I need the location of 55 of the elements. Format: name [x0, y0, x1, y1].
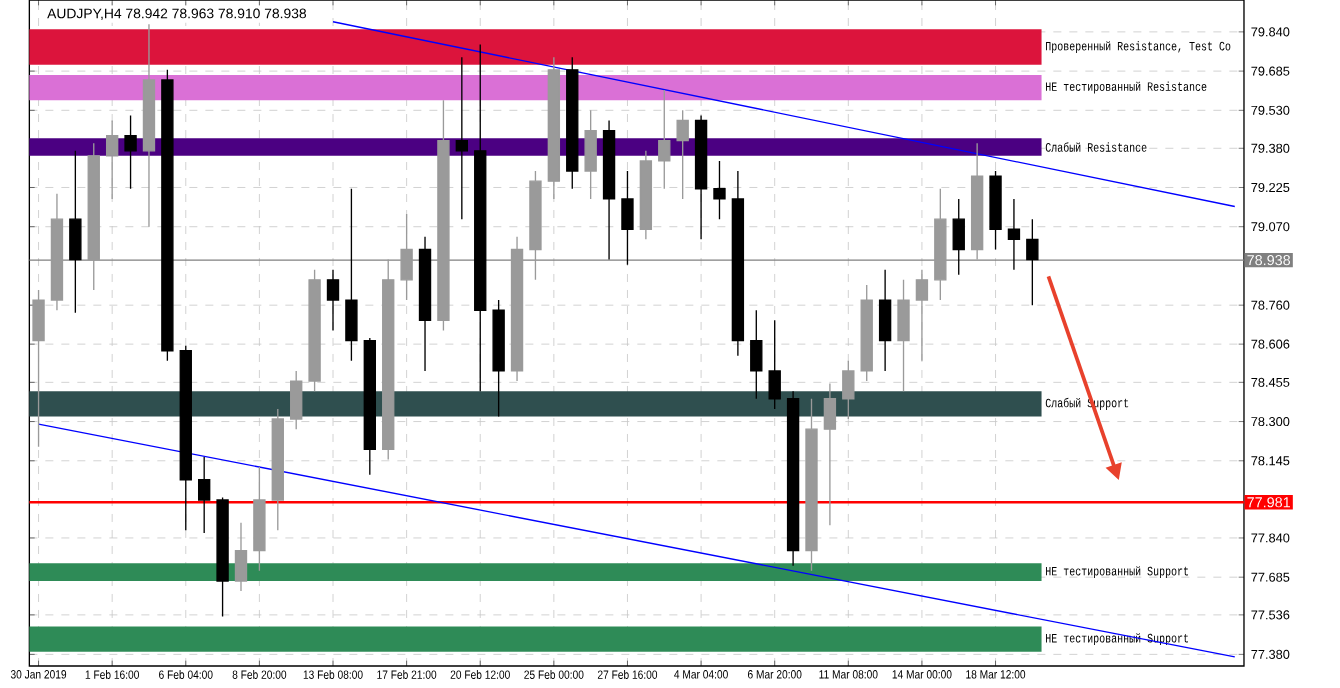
candlestick: [400, 213, 413, 301]
candlestick: [32, 289, 45, 448]
candlestick: [786, 390, 800, 567]
candlestick: [529, 170, 542, 281]
candlestick: [878, 269, 892, 372]
candlestick: [1026, 218, 1039, 306]
candlestick: [253, 466, 266, 572]
candlestick: [676, 109, 689, 200]
candlestick: [584, 109, 597, 200]
candlestick: [731, 170, 745, 357]
candlestick: [694, 114, 708, 241]
candlestick: [934, 188, 947, 301]
candlestick: [842, 360, 855, 420]
candlestick: [823, 382, 837, 526]
candlestick: [345, 188, 358, 362]
candlestick: [750, 309, 763, 400]
candlestick: [437, 99, 450, 332]
candlestick: [418, 236, 432, 372]
candlestick: [326, 269, 340, 332]
candlestick: [142, 23, 156, 228]
candlestick: [989, 170, 1002, 251]
candlestick: [179, 344, 192, 532]
candlestick: [308, 269, 321, 392]
candlestick: [952, 198, 965, 276]
candlestick: [658, 89, 671, 190]
candlestick: [1007, 198, 1021, 271]
candlestick: [474, 43, 487, 392]
candlestick: [713, 160, 726, 220]
candlestick: [768, 319, 781, 410]
candlestick: [382, 258, 395, 461]
candlestick: [915, 269, 929, 362]
candlestick: [290, 370, 303, 430]
candlestick: [547, 56, 561, 200]
candlestick: [860, 284, 873, 382]
candlestick: [105, 119, 119, 200]
candlestick: [492, 299, 505, 418]
candlestick: [455, 56, 469, 220]
candlestick: [639, 150, 653, 241]
candlestick: [50, 193, 64, 311]
candlestick: [124, 114, 137, 190]
candlestick: [271, 408, 284, 532]
candlestick: [602, 119, 616, 261]
candlestick: [510, 236, 524, 382]
candlestick: [69, 150, 82, 314]
candlestick: [897, 279, 910, 392]
candlestick: [234, 522, 248, 592]
candlestick: [161, 69, 174, 362]
candlestick: [363, 337, 377, 476]
candlestick: [805, 398, 818, 572]
candlestick: [970, 142, 984, 261]
candlestick: [197, 456, 211, 534]
candlestick: [621, 170, 634, 266]
candlestick: [87, 142, 100, 291]
candlestick: [566, 56, 579, 190]
candlestick: [216, 496, 229, 618]
